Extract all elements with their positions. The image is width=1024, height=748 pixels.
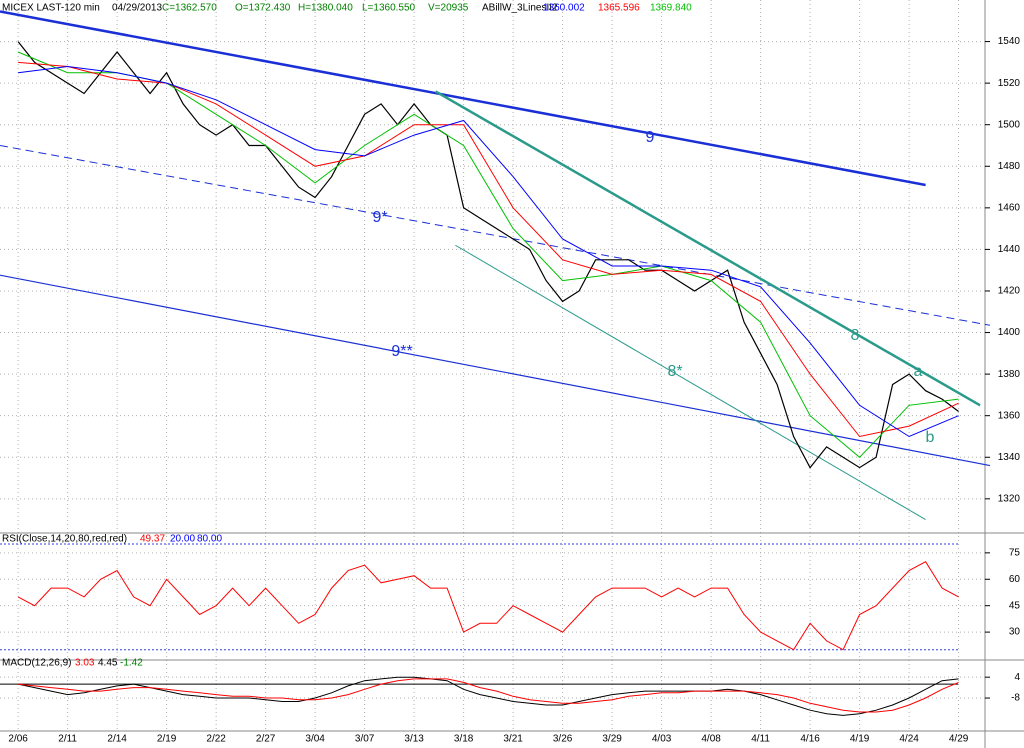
header-text: MACD(12,26,9) — [2, 658, 71, 669]
trend-line — [455, 244, 926, 521]
annotation: a — [914, 363, 923, 380]
y-tick-label: 1320 — [998, 493, 1021, 504]
y-tick-label: 1400 — [998, 327, 1021, 338]
x-tick-label: 4/19 — [850, 734, 870, 745]
y-tick-label: 75 — [1009, 547, 1021, 558]
x-tick-label: 4/03 — [652, 734, 672, 745]
x-tick-label: 3/21 — [503, 734, 523, 745]
x-tick-label: 2/14 — [107, 734, 127, 745]
x-tick-label: 4/11 — [751, 734, 770, 745]
series-line — [17, 561, 959, 651]
header-text: 1365.596 — [598, 3, 640, 14]
header-text: H=1380.040 — [298, 3, 353, 14]
header-text: MICEX LAST-120 min — [2, 3, 100, 14]
series-line — [18, 678, 959, 713]
x-tick-label: 3/07 — [355, 734, 375, 745]
x-tick-label: 3/29 — [602, 734, 622, 745]
header-text: 80.00 — [197, 534, 222, 545]
trend-line — [0, 274, 991, 467]
x-tick-label: 2/06 — [8, 734, 28, 745]
series-line — [17, 676, 959, 716]
annotation: b — [926, 429, 935, 446]
series-line — [18, 65, 959, 438]
y-tick-label: 1420 — [998, 286, 1021, 297]
header-text: 1369.840 — [650, 3, 692, 14]
x-tick-label: 3/26 — [553, 734, 573, 745]
y-tick-label: -8 — [1011, 693, 1020, 704]
header-text: O=1372.430 — [235, 3, 291, 14]
y-tick-label: 1460 — [998, 202, 1021, 213]
x-tick-label: 3/04 — [305, 734, 325, 745]
header-text: 4.45 — [98, 658, 118, 669]
x-tick-label: 2/11 — [58, 734, 77, 745]
trend-label: 9* — [372, 209, 387, 226]
trend-label: 9 — [646, 129, 655, 146]
header-text: 49.37 — [140, 534, 165, 545]
y-tick-label: 1540 — [998, 36, 1021, 47]
y-tick-label: 1380 — [998, 369, 1021, 380]
x-tick-label: 2/19 — [157, 734, 177, 745]
x-tick-label: 2/22 — [206, 734, 226, 745]
y-tick-label: 60 — [1009, 574, 1021, 585]
x-tick-label: 4/24 — [899, 734, 919, 745]
header-text: -1.42 — [120, 658, 143, 669]
trend-line — [434, 90, 981, 407]
x-tick-label: 3/18 — [454, 734, 474, 745]
header-text: 04/29/2013 — [112, 3, 162, 14]
header-text: ABillW_3LinesII2 — [482, 3, 558, 14]
x-tick-label: 3/13 — [404, 734, 424, 745]
series-line — [18, 61, 959, 438]
y-tick-label: 30 — [1009, 627, 1021, 638]
x-tick-label: 4/08 — [701, 734, 721, 745]
trend-label: 9** — [391, 343, 412, 360]
y-tick-label: 1440 — [998, 244, 1021, 255]
trend-label: 8 — [851, 327, 860, 344]
y-tick-label: 1520 — [998, 78, 1021, 89]
header-text: V=20935 — [428, 3, 469, 14]
header-text: RSI(Close,14,20,80,red,red) — [2, 534, 127, 545]
header-text: 20.00 — [170, 534, 195, 545]
trend-line — [0, 144, 991, 326]
y-tick-label: 4 — [1014, 672, 1020, 683]
header-text: L=1360.550 — [362, 3, 416, 14]
header-text: C=1362.570 — [162, 3, 217, 14]
y-tick-label: 1340 — [998, 452, 1021, 463]
series-line — [17, 51, 959, 458]
header-text: 1360.002 — [543, 3, 585, 14]
y-tick-label: 1500 — [998, 119, 1021, 130]
trend-line — [0, 10, 926, 187]
header-text: 3.03 — [75, 658, 95, 669]
y-tick-label: 1360 — [998, 410, 1021, 421]
x-tick-label: 2/27 — [256, 734, 276, 745]
y-tick-label: 45 — [1009, 600, 1021, 611]
trend-label: 8* — [667, 363, 682, 380]
y-tick-label: 1480 — [998, 161, 1021, 172]
x-tick-label: 4/29 — [949, 734, 969, 745]
x-tick-label: 4/16 — [800, 734, 820, 745]
